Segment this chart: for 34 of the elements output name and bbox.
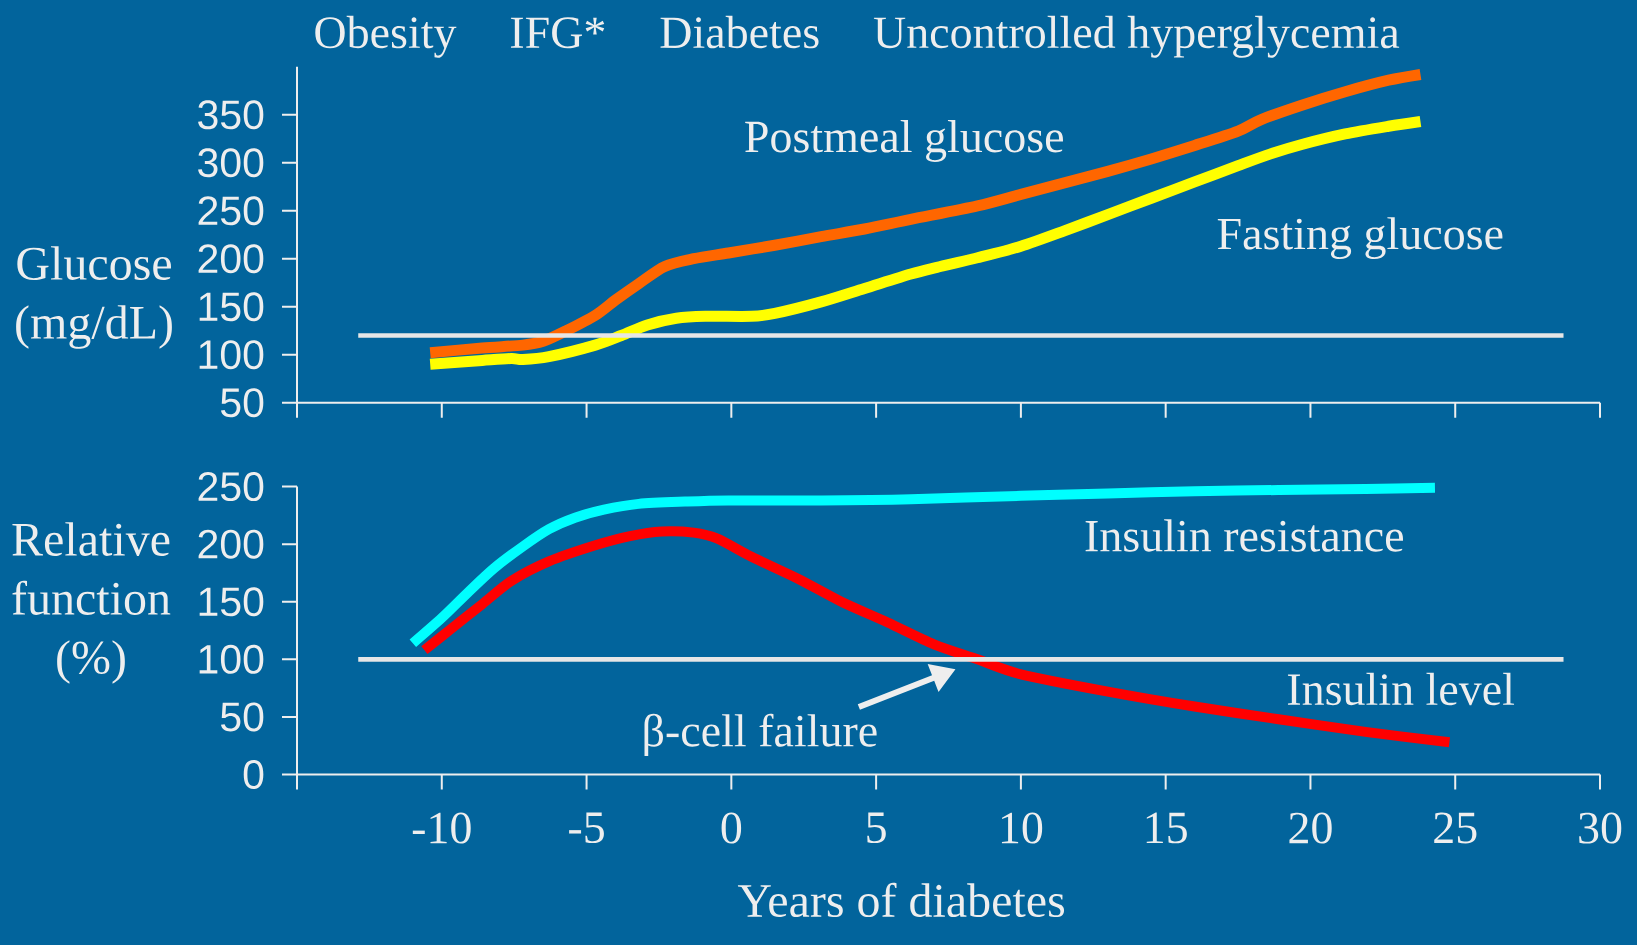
y-tick-label: 350 — [198, 100, 264, 130]
series-label: Fasting glucose — [1217, 217, 1503, 260]
x-tick-label: 10 — [1001, 812, 1043, 844]
text: Diabetes — [660, 15, 819, 49]
x-tick-label: 30 — [1579, 812, 1622, 844]
y-axis-title: Relative function (%) — [12, 522, 171, 684]
x-tick-label: 20 — [1289, 812, 1332, 844]
y-tick-label: 300 — [198, 148, 264, 178]
text: Obesity — [315, 15, 457, 58]
x-tick-label: -5 — [569, 812, 604, 844]
series-label: Postmeal glucose — [745, 120, 1063, 162]
y-axis-title: Glucose (mg/dL) — [16, 246, 172, 349]
y-tick-label: 50 — [220, 388, 264, 418]
y-tick-label: 150 — [199, 292, 264, 322]
y-tick-label: 100 — [199, 644, 264, 674]
series-label: Insulin resistance — [1085, 519, 1403, 552]
y-tick-label: 200 — [198, 244, 264, 274]
y-tick-label: 50 — [220, 702, 264, 732]
y-tick-label: 200 — [198, 529, 264, 559]
text: IFG* — [510, 17, 605, 49]
x-axis-title: Years of diabetes — [737, 882, 1065, 918]
x-tick-label: 25 — [1434, 812, 1477, 844]
y-tick-label: 250 — [198, 472, 264, 502]
series-label: Insulin level — [1287, 672, 1515, 706]
text: Uncontrolled hyperglycemia — [873, 15, 1400, 58]
y-tick-label: 250 — [198, 196, 264, 226]
x-tick-label: 15 — [1146, 812, 1187, 844]
y-tick-label: 0 — [243, 759, 264, 790]
x-tick-label: 0 — [721, 812, 742, 844]
x-tick-label: 5 — [867, 812, 886, 844]
annotation: β-cell failure — [644, 713, 877, 757]
y-tick-label: 100 — [199, 340, 264, 370]
x-tick-label: -10 — [412, 812, 471, 844]
y-tick-label: 150 — [199, 587, 264, 617]
